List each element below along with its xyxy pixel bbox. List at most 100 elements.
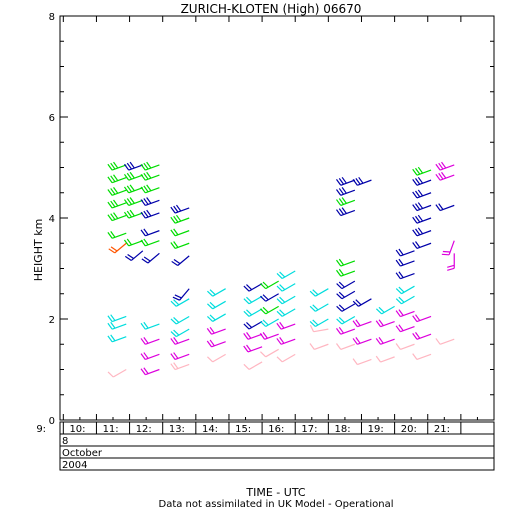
wind-barbs [107, 161, 455, 378]
wind-barb [140, 238, 160, 247]
x-tick-label: 12: [136, 424, 152, 435]
wind-barb [170, 315, 190, 325]
wind-barb [276, 321, 296, 330]
wind-barb [276, 337, 296, 345]
wind-barb [207, 353, 226, 363]
wind-barb [336, 197, 356, 207]
date-day: 8 [62, 436, 68, 447]
y-axis-label: HEIGHT km [32, 219, 45, 282]
wind-barb [123, 184, 144, 194]
wind-barb [107, 199, 127, 209]
wind-barb [435, 203, 455, 212]
wind-barb [243, 344, 263, 353]
wind-barb [108, 242, 127, 254]
wind-barb [140, 184, 160, 194]
x-tick-label: 11: [103, 424, 119, 435]
wind-barb [336, 290, 356, 300]
wind-barb [207, 288, 226, 297]
date-month: October [62, 448, 103, 459]
wind-barb [107, 368, 127, 378]
wind-barb [170, 214, 190, 224]
wind-barb [336, 280, 356, 290]
wind-barb [375, 337, 395, 345]
y-tick-label: 4 [49, 214, 55, 225]
wind-barb [170, 328, 190, 338]
wind-barb [395, 295, 415, 305]
wind-barb [170, 241, 190, 249]
wind-barb [140, 228, 160, 237]
wind-barb [107, 161, 127, 171]
wind-barb [170, 298, 190, 307]
wind-barb [140, 337, 160, 345]
wind-barb [243, 295, 263, 305]
x-axis [62, 16, 478, 420]
wind-barb [140, 197, 160, 207]
wind-barb [309, 318, 329, 328]
wind-barb [447, 253, 455, 271]
wind-barb [276, 295, 296, 305]
x-tick-label: 9: [36, 424, 46, 435]
wind-barb [375, 305, 395, 315]
x-tick-label: 20: [401, 424, 417, 435]
wind-barb [412, 227, 432, 237]
wind-barb [309, 288, 329, 297]
wind-barb [107, 314, 127, 323]
wind-barb [352, 337, 372, 345]
wind-barb [140, 171, 160, 181]
wind-barb [395, 248, 415, 257]
date-year: 2004 [62, 460, 87, 471]
wind-barb [107, 212, 127, 222]
wind-barb [276, 353, 296, 363]
time-table: 9: 10: 11: 12: 13: 14: 15: 16: 17: 18: 19: 20: 21: 8… [36, 421, 495, 471]
wind-barb [260, 293, 279, 302]
wind-barb [441, 240, 455, 256]
wind-barb [412, 189, 432, 199]
wind-barb [260, 305, 279, 315]
wind-barb [412, 176, 432, 186]
wind-barb [276, 283, 296, 292]
wind-barb [336, 303, 356, 312]
wind-barb [412, 166, 432, 176]
wind-barb [243, 308, 263, 317]
wind-barb [336, 315, 356, 325]
y-tick-label: 8 [49, 12, 55, 23]
wind-barb [123, 238, 144, 247]
wind-barb [107, 334, 127, 343]
wind-barb [435, 161, 455, 171]
y-tick-label: 0 [49, 416, 55, 427]
wind-barb [336, 207, 356, 217]
x-tick-label: 17: [301, 424, 317, 435]
wind-barb [395, 271, 415, 280]
x-tick-label: 18: [334, 424, 350, 435]
wind-barb [140, 367, 160, 376]
wind-barb [412, 314, 432, 323]
wind-barb [412, 202, 432, 212]
wind-barb [206, 339, 226, 348]
wind-barb [123, 171, 144, 181]
x-tick-label: 16: [268, 424, 284, 435]
wind-barb [352, 298, 372, 307]
wind-barb [243, 361, 263, 370]
wind-barb [309, 343, 329, 350]
wind-barb [207, 313, 226, 322]
wind-barb [336, 268, 356, 277]
x-tick-label: 19: [368, 424, 384, 435]
wind-barb [206, 326, 226, 335]
wind-barb [123, 209, 144, 219]
x-tick-label: 10: [69, 424, 85, 435]
wind-barb [260, 280, 279, 290]
wind-barb [336, 326, 356, 335]
wind-barb [375, 319, 395, 328]
wind-barb [107, 174, 127, 184]
wind-barb [140, 209, 160, 219]
x-tick-label: 15: [235, 424, 251, 435]
wind-barb [107, 187, 127, 196]
wind-barb [170, 352, 190, 361]
y-tick-label: 2 [49, 315, 55, 326]
wind-barb [140, 161, 160, 171]
wind-barb [107, 321, 127, 330]
y-axis: 0 2 4 6 8 [49, 12, 494, 427]
wind-barb [170, 204, 190, 214]
wind-barb [395, 309, 415, 318]
